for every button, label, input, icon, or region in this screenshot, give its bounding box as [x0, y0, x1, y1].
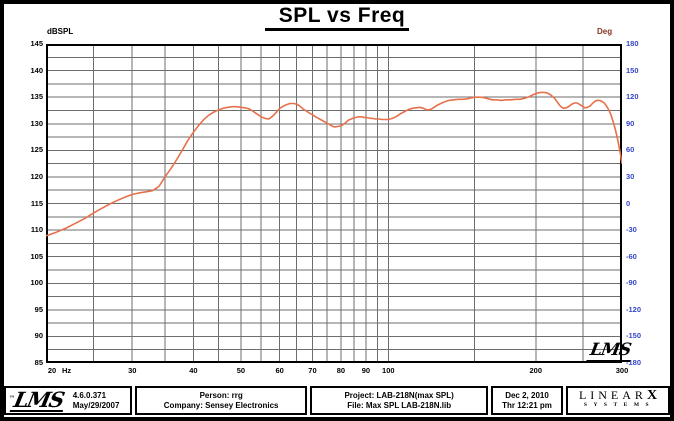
date-label: Dec 2, 2010 [505, 390, 549, 400]
y-axis-tick-label: 125 [30, 145, 43, 155]
footer-version-cell: ™ LMS 4.6.0.371 May/29/2007 [4, 386, 132, 415]
y2-axis-tick-label: -120 [626, 304, 642, 314]
company-label: Company: Sensey Electronics [163, 400, 279, 410]
x-axis-tick-label: 80 [336, 366, 346, 375]
chart-title-wrap: SPL vs Freq [0, 4, 674, 31]
time-label: Thr 12:21 pm [502, 400, 552, 410]
footer-datetime-cell: Dec 2, 2010 Thr 12:21 pm [491, 386, 563, 415]
footer-bar: ™ LMS 4.6.0.371 May/29/2007 Person: rrg C… [4, 386, 670, 415]
y2-axis-tick-label: 90 [626, 118, 635, 128]
x-axis-tick-label: 20 [47, 366, 57, 375]
y-axis-tick-label: 95 [34, 304, 43, 314]
x-axis-tick-label: 50 [236, 366, 246, 375]
y-axis-tick-label: 105 [30, 251, 43, 261]
y-axis-tick-label: 130 [30, 118, 43, 128]
x-axis-tick-label: 60 [275, 366, 284, 375]
x-axis-tick-label: 300 [615, 366, 629, 375]
version-date: May/29/2007 [72, 400, 120, 410]
x-axis-tick-label: 90 [361, 366, 371, 375]
file-label: File: Max SPL LAB-218N.lib [347, 400, 452, 410]
y2-axis-tick-label: -180 [626, 358, 642, 367]
lms-watermark: LMS [586, 340, 634, 362]
y-axis-tick-label: 85 [34, 358, 43, 367]
version-block: 4.6.0.371 May/29/2007 [73, 391, 120, 411]
y2-axis-tick-label: 60 [626, 145, 635, 155]
plot-frame [46, 44, 622, 363]
footer-project-cell: Project: LAB-218N(max SPL) File: Max SPL… [310, 386, 488, 415]
y-axis-tick-label: 115 [30, 198, 43, 208]
y-axis-tick-label: 135 [30, 92, 43, 102]
y-axis-unit-label: dBSPL [47, 27, 74, 36]
y-axis-tick-label: 140 [30, 65, 43, 75]
version-number: 4.6.0.371 [72, 390, 107, 400]
y-axis-tick-label: 110 [30, 225, 43, 235]
project-label: Project: LAB-218N(max SPL) [344, 390, 454, 400]
y2-axis-tick-label: 0 [626, 198, 631, 208]
x-axis-tick-label: 30 [128, 366, 137, 375]
x-axis-tick-label: 70 [308, 366, 317, 375]
footer-brand-cell: LINEARX SYSTEMS [566, 386, 670, 415]
y-axis-tick-label: 145 [30, 39, 43, 48]
y2-axis-tick-label: 150 [626, 65, 639, 75]
x-axis-tick-label: 100 [382, 366, 395, 375]
spl-vs-freq-plot [46, 44, 622, 363]
y2-axis-tick-label: 30 [626, 171, 635, 181]
y2-axis-tick-label: -30 [626, 225, 637, 235]
y2-axis-tick-label: -60 [626, 251, 637, 261]
y2-axis-tick-label: -90 [626, 278, 637, 288]
y2-axis-tick-label: 180 [626, 39, 639, 48]
y2-axis-tick-label: -150 [626, 331, 642, 341]
spl-curve [46, 91, 622, 237]
x-axis-tick-label: 40 [189, 366, 198, 375]
chart-title: SPL vs Freq [264, 4, 410, 31]
x-axis-tick-label: 200 [529, 366, 542, 375]
y2-axis-tick-label: 120 [626, 92, 639, 102]
linearx-logo: LINEARX SYSTEMS [578, 388, 658, 409]
person-label: Person: rrg [199, 390, 243, 400]
y-axis-tick-label: 100 [30, 278, 43, 288]
y-axis-tick-label: 90 [34, 331, 43, 341]
y-axis-tick-label: 120 [30, 171, 43, 181]
lms-logo: ™ LMS [7, 386, 68, 412]
footer-person-cell: Person: rrg Company: Sensey Electronics [135, 386, 308, 415]
y2-axis-unit-label: Deg [597, 27, 613, 36]
x-axis-unit-label: Hz [62, 366, 72, 375]
